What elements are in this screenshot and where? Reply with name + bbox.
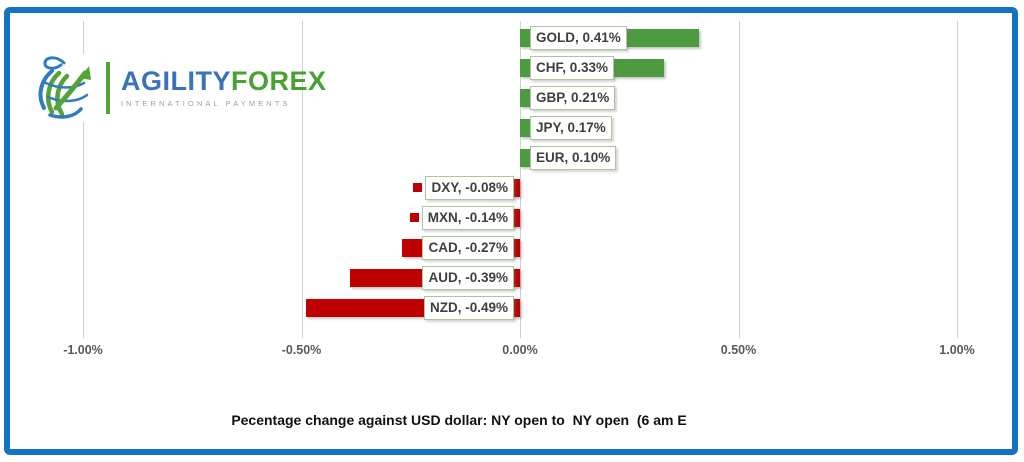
data-label-row: EUR, 0.10% — [530, 145, 617, 170]
x-tick-label: -0.50% — [281, 343, 322, 357]
logo-wordmark-forex: FOREX — [231, 66, 327, 96]
legend-key-icon — [413, 183, 423, 192]
gridline — [83, 21, 84, 338]
x-tick-label: -1.00% — [63, 343, 103, 357]
gridline — [301, 21, 303, 338]
data-label-row: GOLD, 0.41% — [530, 25, 627, 50]
data-label-aud: AUD, -0.39% — [422, 265, 514, 290]
data-label-nzd: NZD, -0.49% — [423, 295, 514, 320]
legend-key-icon — [409, 213, 419, 222]
data-label-gbp: GBP, 0.21% — [530, 85, 616, 110]
data-label-row: MXN, -0.14% — [409, 205, 514, 230]
gridline — [738, 21, 740, 338]
data-label-row: AUD, -0.39% — [410, 265, 514, 290]
gridline — [957, 21, 958, 338]
data-label-row: CHF, 0.33% — [530, 55, 615, 80]
logo-wordmark: AGILITYFOREX — [121, 68, 327, 95]
data-label-row: JPY, 0.17% — [530, 115, 612, 140]
globe-arrow-icon — [36, 53, 98, 124]
gridline — [520, 21, 521, 338]
data-label-row: CAD, -0.27% — [410, 235, 514, 260]
logo-separator — [106, 62, 110, 114]
chart-title: Pecentage change against USD dollar: NY … — [231, 412, 687, 428]
legend-key-icon — [410, 243, 420, 252]
x-tick-label: 0.00% — [502, 343, 538, 357]
data-label-jpy: JPY, 0.17% — [530, 115, 612, 140]
data-label-mxn: MXN, -0.14% — [421, 205, 514, 230]
data-label-row: GBP, 0.21% — [530, 85, 616, 110]
data-label-row: DXY, -0.08% — [413, 175, 514, 200]
data-label-cad: CAD, -0.27% — [422, 235, 514, 260]
x-tick-label: 1.00% — [939, 343, 975, 357]
legend-key-icon — [411, 303, 421, 312]
data-label-row: NZD, -0.49% — [411, 295, 514, 320]
data-label-dxy: DXY, -0.08% — [425, 175, 514, 200]
legend-key-icon — [410, 273, 420, 282]
logo-wordmark-agility: AGILITY — [121, 66, 231, 96]
data-label-gold: GOLD, 0.41% — [530, 25, 627, 50]
data-label-eur: EUR, 0.10% — [530, 145, 617, 170]
logo-tagline: INTERNATIONAL PAYMENTS — [121, 99, 291, 108]
x-tick-label: 0.50% — [720, 343, 757, 357]
data-label-chf: CHF, 0.33% — [530, 55, 615, 80]
agilityforex-logo: AGILITYFOREX INTERNATIONAL PAYMENTS — [36, 53, 326, 124]
